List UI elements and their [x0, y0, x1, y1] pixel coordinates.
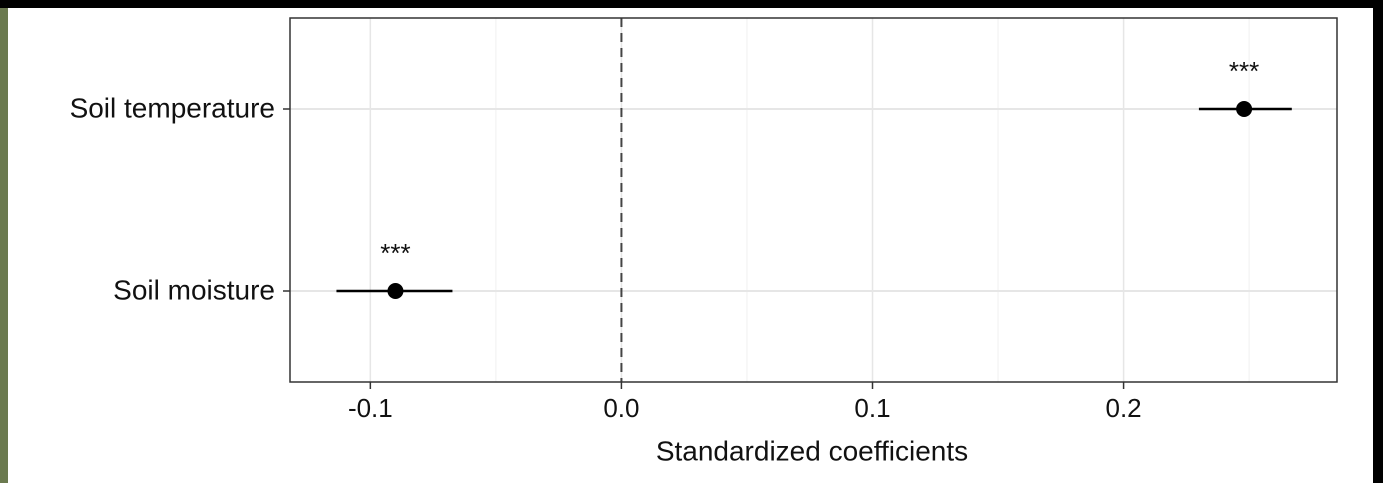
x-tick-label: 0.0 [603, 393, 639, 423]
point [387, 283, 404, 299]
x-tick-label: -0.1 [348, 393, 393, 423]
significance-label: *** [1229, 56, 1259, 86]
y-tick-label: Soil moisture [113, 274, 275, 305]
background [8, 8, 1373, 483]
photo-strip [0, 8, 8, 483]
point [1236, 101, 1253, 117]
x-tick-label: 0.2 [1106, 393, 1142, 423]
plot-border [289, 17, 1338, 383]
x-axis-title: Standardized coefficients [656, 435, 968, 466]
y-tick-label: Soil temperature [70, 92, 275, 123]
significance-label: *** [380, 238, 410, 268]
x-tick-label: 0.1 [854, 393, 890, 423]
